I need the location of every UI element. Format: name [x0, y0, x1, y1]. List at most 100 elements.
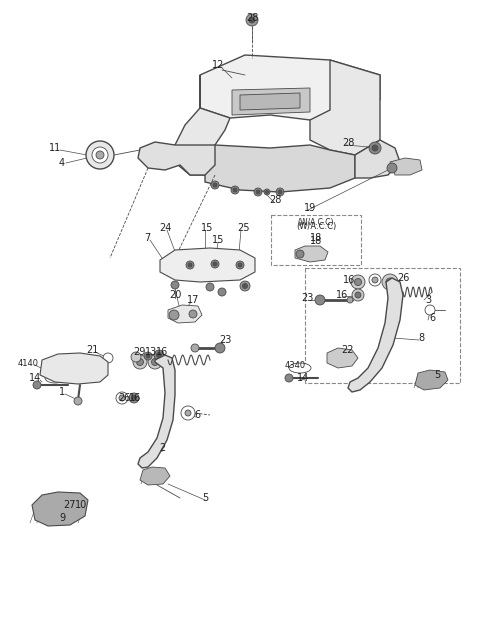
Circle shape — [152, 358, 158, 365]
Text: 13: 13 — [145, 347, 157, 357]
Circle shape — [355, 292, 361, 298]
Circle shape — [131, 352, 141, 362]
Text: 15: 15 — [201, 223, 213, 233]
Text: 14: 14 — [297, 373, 309, 383]
Circle shape — [58, 496, 62, 500]
Circle shape — [74, 397, 82, 405]
Circle shape — [285, 374, 293, 382]
Circle shape — [206, 283, 214, 291]
Polygon shape — [138, 142, 215, 175]
Circle shape — [76, 498, 80, 502]
Text: 28: 28 — [342, 138, 354, 148]
Text: 12: 12 — [212, 60, 224, 70]
Circle shape — [256, 190, 260, 194]
Circle shape — [425, 305, 435, 315]
Circle shape — [369, 274, 381, 286]
Polygon shape — [327, 348, 358, 368]
Circle shape — [346, 354, 354, 362]
Text: 29: 29 — [133, 347, 145, 357]
Text: 21: 21 — [86, 345, 98, 355]
Circle shape — [86, 141, 114, 169]
Circle shape — [211, 260, 219, 268]
Text: 26: 26 — [118, 393, 130, 403]
Text: (W/A.C.C): (W/A.C.C) — [298, 218, 334, 228]
Circle shape — [249, 17, 255, 23]
Circle shape — [92, 365, 98, 371]
Circle shape — [240, 281, 250, 291]
Circle shape — [136, 358, 144, 365]
Circle shape — [89, 362, 101, 374]
Circle shape — [181, 406, 195, 420]
Polygon shape — [168, 305, 202, 323]
Circle shape — [264, 189, 270, 195]
Circle shape — [385, 330, 395, 340]
Circle shape — [351, 275, 365, 289]
Circle shape — [355, 278, 361, 286]
Circle shape — [242, 283, 248, 289]
Circle shape — [116, 392, 128, 404]
Circle shape — [276, 188, 284, 196]
Circle shape — [119, 395, 125, 401]
Circle shape — [387, 163, 397, 173]
Circle shape — [215, 343, 225, 353]
Text: 5: 5 — [202, 493, 208, 503]
Circle shape — [372, 145, 378, 151]
Text: 26: 26 — [397, 273, 409, 283]
Circle shape — [144, 352, 152, 360]
Text: 16: 16 — [343, 275, 355, 285]
Circle shape — [315, 295, 325, 305]
Circle shape — [47, 360, 63, 376]
Text: 19: 19 — [304, 203, 316, 213]
Circle shape — [265, 191, 268, 194]
Circle shape — [246, 14, 258, 26]
Bar — [305, 268, 460, 383]
Circle shape — [191, 344, 199, 352]
Circle shape — [133, 355, 147, 369]
Text: 18: 18 — [310, 236, 322, 246]
Polygon shape — [160, 248, 255, 282]
Circle shape — [66, 502, 70, 506]
Polygon shape — [32, 492, 88, 526]
Text: 5: 5 — [434, 370, 440, 380]
Circle shape — [185, 410, 191, 416]
Polygon shape — [175, 75, 230, 175]
Text: 23: 23 — [301, 293, 313, 303]
Text: 24: 24 — [159, 223, 171, 233]
Text: (W/A.C.C): (W/A.C.C) — [296, 223, 336, 231]
Circle shape — [146, 354, 150, 358]
Text: 16: 16 — [156, 347, 168, 357]
Circle shape — [211, 181, 219, 189]
Text: 4340: 4340 — [285, 360, 306, 370]
Circle shape — [169, 310, 179, 320]
Polygon shape — [200, 55, 380, 120]
Circle shape — [218, 288, 226, 296]
Text: 6: 6 — [194, 410, 200, 420]
Text: 2: 2 — [159, 443, 165, 453]
Circle shape — [352, 289, 364, 301]
Polygon shape — [40, 353, 108, 384]
Polygon shape — [295, 246, 328, 262]
Polygon shape — [348, 278, 403, 392]
Polygon shape — [355, 140, 400, 178]
Circle shape — [132, 395, 136, 400]
Circle shape — [148, 355, 162, 369]
Circle shape — [382, 274, 398, 290]
Circle shape — [236, 261, 244, 269]
Circle shape — [188, 263, 192, 267]
Circle shape — [231, 186, 239, 194]
Circle shape — [154, 350, 164, 360]
Polygon shape — [310, 60, 380, 155]
Text: 14: 14 — [29, 373, 41, 383]
Text: 8: 8 — [418, 333, 424, 343]
Text: 23: 23 — [219, 335, 231, 345]
Circle shape — [156, 352, 161, 357]
Text: 18: 18 — [310, 233, 322, 243]
Polygon shape — [415, 370, 448, 390]
Circle shape — [74, 496, 82, 504]
Text: 10: 10 — [75, 500, 87, 510]
Text: 25: 25 — [237, 223, 249, 233]
Circle shape — [186, 261, 194, 269]
Text: 15: 15 — [212, 235, 224, 245]
Circle shape — [33, 381, 41, 389]
Ellipse shape — [289, 363, 311, 373]
